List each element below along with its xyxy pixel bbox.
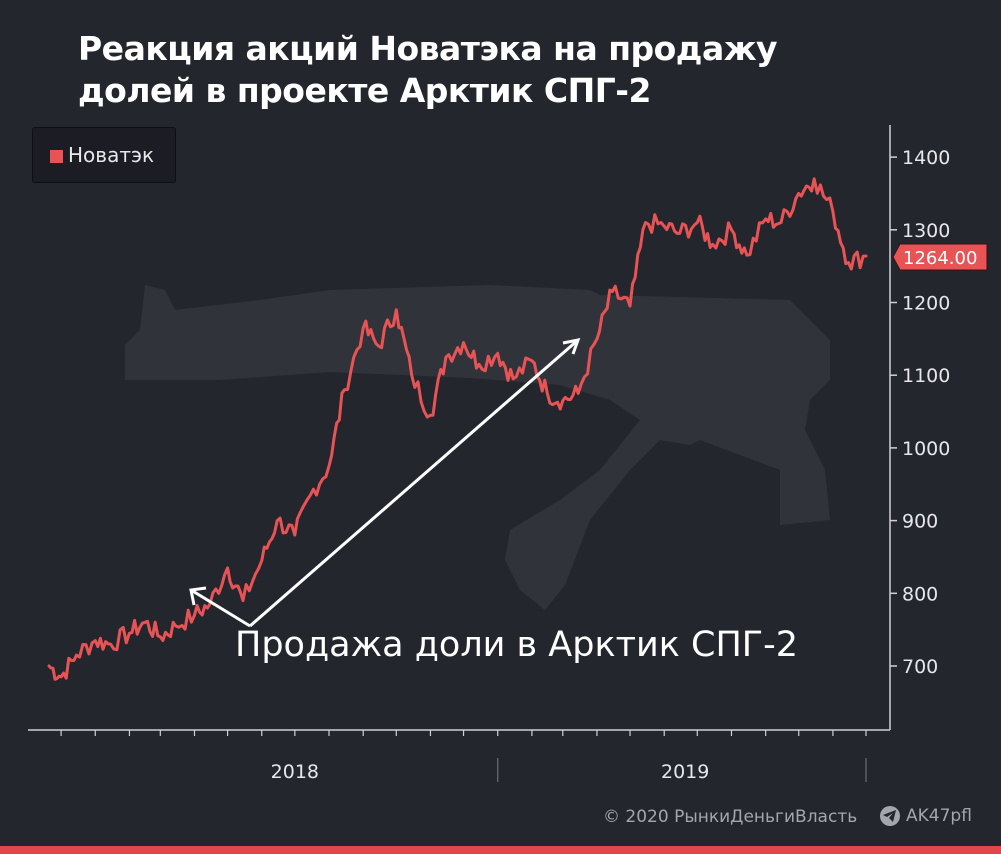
data-point: [497, 352, 499, 354]
data-point: [276, 520, 278, 522]
data-point: [110, 643, 112, 645]
chart-title-line-2: долей в проекте Арктик СПГ-2: [78, 71, 651, 110]
y-tick-label: 800: [902, 583, 938, 605]
legend-label: Новатэк: [68, 143, 155, 167]
data-point: [395, 309, 397, 311]
data-point: [328, 465, 330, 467]
footer-handle: AK47pfl: [880, 806, 972, 826]
data-point: [562, 400, 564, 402]
chart-title: Реакция акций Новатэка на продажу долей …: [78, 28, 778, 112]
data-point: [813, 178, 815, 180]
y-tick-label: 1400: [902, 147, 950, 169]
y-tick-label: 900: [902, 511, 938, 533]
last-price-badge: 1264.00: [892, 243, 988, 271]
copyright-text: © 2020 РынкиДеньгиВласть: [603, 807, 858, 827]
data-point: [865, 255, 867, 257]
annotation-arrowhead-right: [562, 338, 581, 355]
chart-axes: 700 800 900 1000 1100 1200 1300 1400 2018 2019: [28, 125, 950, 783]
data-point: [175, 625, 177, 627]
annotation-arrow-left: [190, 588, 251, 628]
data-point: [679, 232, 681, 234]
data-point: [362, 327, 364, 329]
data-point: [478, 363, 480, 365]
data-point: [294, 534, 296, 536]
data-point: [159, 636, 161, 638]
chart-legend: Новатэк: [32, 127, 176, 183]
data-point: [730, 229, 732, 231]
data-point: [712, 243, 714, 245]
data-point: [128, 632, 130, 634]
y-tick-label: 1100: [902, 365, 950, 387]
chart-title-line-1: Реакция акций Новатэка на продажу: [78, 29, 778, 68]
data-point: [765, 218, 767, 220]
data-point: [429, 414, 431, 416]
data-point: [378, 345, 380, 347]
legend-swatch: [50, 150, 63, 163]
last-price-label: 1264.00: [903, 248, 977, 269]
annotation-arrows: [189, 338, 581, 628]
data-point: [209, 603, 211, 605]
data-point: [746, 254, 748, 256]
data-point: [847, 262, 849, 264]
annotation-arrow-right: [249, 338, 579, 628]
x-tick-label: 2019: [661, 761, 709, 783]
data-point: [832, 211, 834, 213]
data-point: [94, 640, 96, 642]
data-point: [512, 378, 514, 380]
telegram-icon: [880, 806, 900, 826]
data-point: [76, 654, 78, 656]
data-point: [577, 392, 579, 394]
bottom-accent-bar: [0, 846, 1001, 854]
rifle-silhouette-watermark: [125, 285, 830, 610]
data-point: [445, 356, 447, 358]
data-point: [144, 621, 146, 623]
data-point: [596, 338, 598, 340]
data-point: [193, 614, 195, 616]
data-point: [463, 341, 465, 343]
y-tick-label: 1000: [902, 438, 950, 460]
data-point: [663, 225, 665, 227]
data-point: [629, 305, 631, 307]
data-point: [696, 222, 698, 224]
x-tick-label: 2018: [271, 761, 319, 783]
data-point: [60, 676, 62, 678]
y-tick-label: 1300: [902, 220, 950, 242]
data-point: [798, 192, 800, 194]
y-tick-label: 1200: [902, 293, 950, 315]
annotation-text: Продажа доли в Арктик СПГ-2: [235, 625, 798, 665]
data-point: [309, 494, 311, 496]
y-tick-label: 700: [902, 656, 938, 678]
data-point: [611, 291, 613, 293]
data-point: [242, 600, 244, 602]
data-point: [227, 567, 229, 569]
annotation-arrowhead-left: [189, 586, 207, 606]
data-point: [546, 392, 548, 394]
data-point: [780, 222, 782, 224]
data-point: [48, 665, 50, 667]
data-point: [411, 374, 413, 376]
data-point: [343, 389, 345, 391]
footer-handle-text: AK47pfl: [906, 806, 972, 826]
data-point: [644, 222, 646, 224]
series-line-novatek: [47, 177, 868, 681]
data-point: [261, 560, 263, 562]
data-point: [531, 360, 533, 362]
